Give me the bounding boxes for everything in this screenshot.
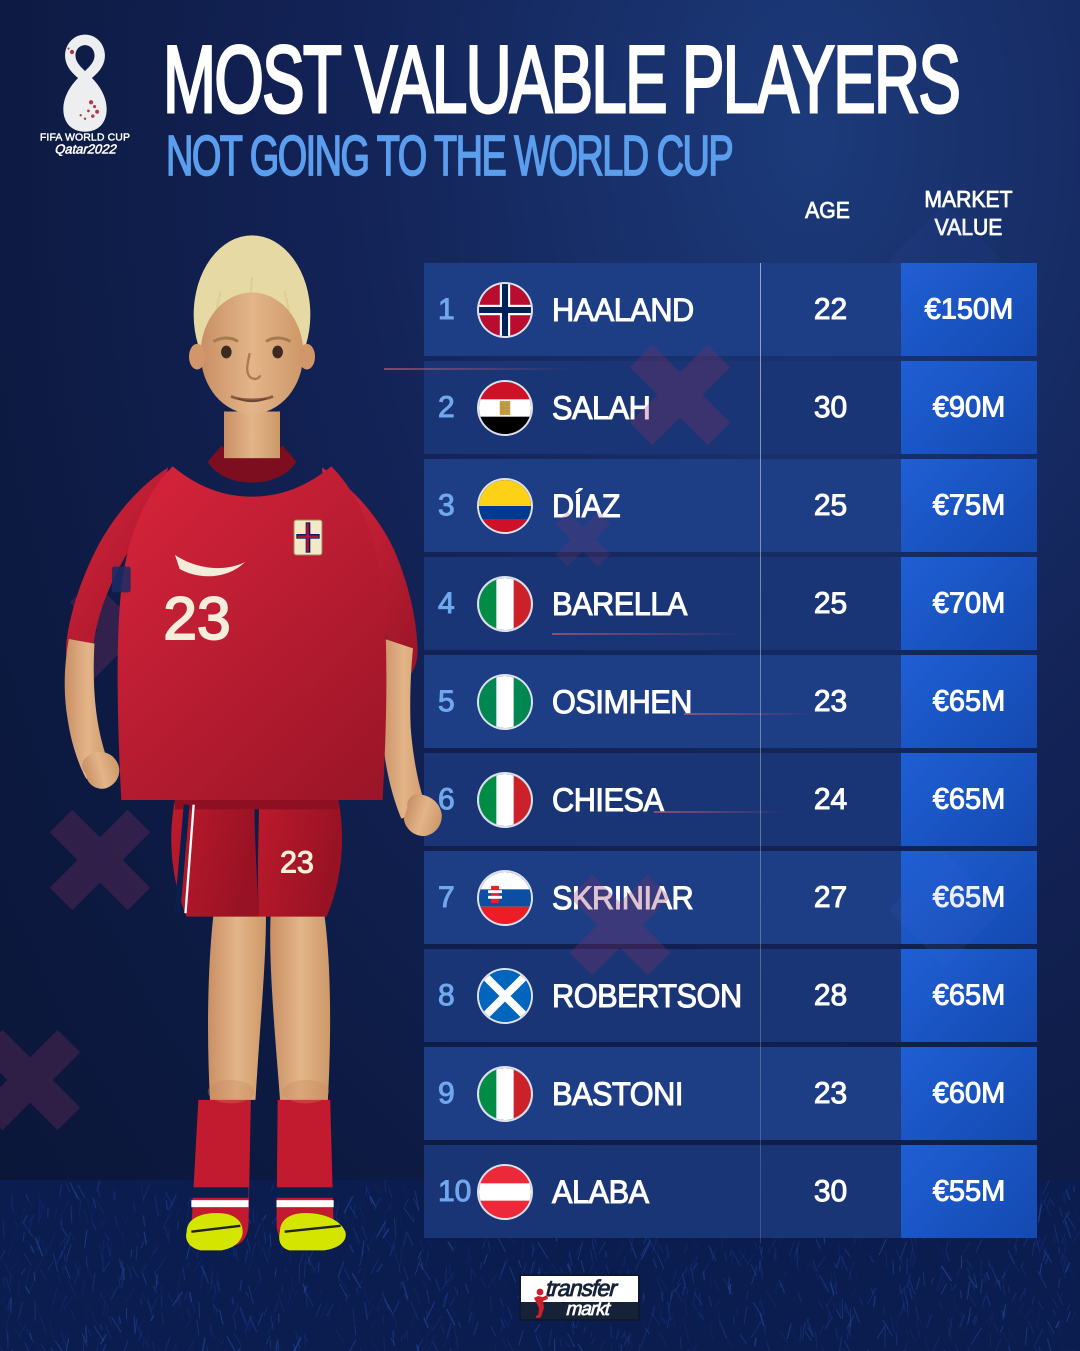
svg-text:23: 23 [280, 846, 314, 879]
svg-text:23: 23 [163, 584, 230, 652]
